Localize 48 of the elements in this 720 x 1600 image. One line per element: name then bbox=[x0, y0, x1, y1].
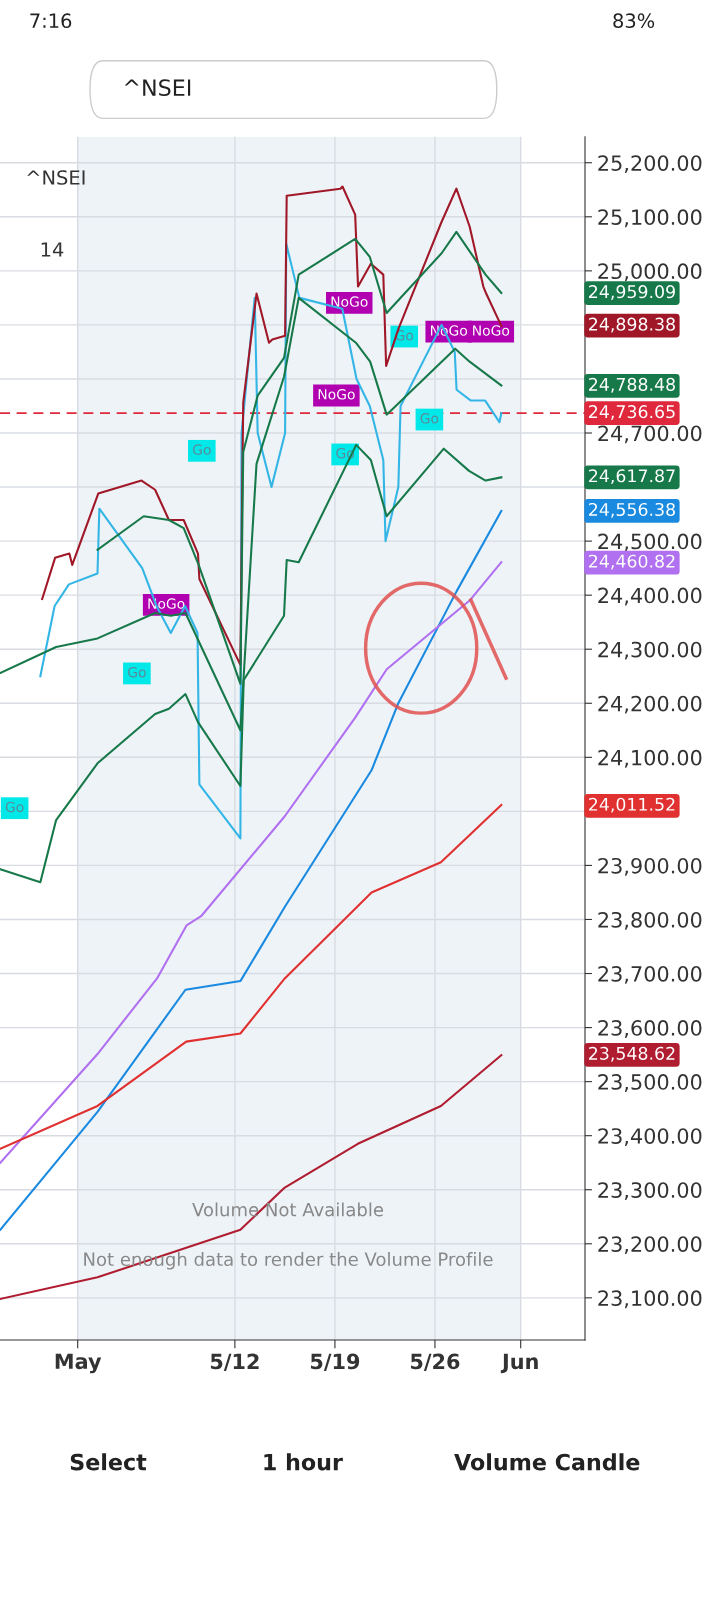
text: ^NSEI bbox=[27, 170, 85, 185]
y-tick-label: 24,700.00 bbox=[598, 425, 702, 444]
annotation: Go bbox=[192, 444, 211, 455]
y-tick-label: 23,900.00 bbox=[598, 857, 702, 876]
text: 24,617.87 bbox=[589, 469, 675, 485]
annotation: NoGo bbox=[318, 389, 355, 400]
y-tick-label: 24,300.00 bbox=[598, 641, 702, 660]
y-tick-label: 23,600.00 bbox=[598, 1020, 702, 1038]
y-tick-label: 23,800.00 bbox=[598, 911, 702, 930]
y-tick-label: 24,400.00 bbox=[598, 587, 702, 606]
y-tick-label: 23,200.00 bbox=[598, 1236, 702, 1255]
text: Volume Candle bbox=[454, 1453, 640, 1471]
y-tick-label: 24,200.00 bbox=[598, 695, 702, 714]
text: 24,788.48 bbox=[589, 377, 675, 393]
text: 1 hour bbox=[264, 1453, 343, 1471]
annotation: Volume Not Available bbox=[192, 1202, 384, 1217]
y-tick-label: 23,700.00 bbox=[598, 965, 702, 984]
text: 24,959.09 bbox=[589, 285, 675, 301]
y-tick-label: 25,100.00 bbox=[598, 209, 702, 228]
text: 23,548.62 bbox=[589, 1046, 675, 1062]
text: Select bbox=[70, 1453, 147, 1471]
ref-line-label: 24,736.65 bbox=[589, 405, 675, 420]
annotation: Go bbox=[420, 413, 439, 424]
y-tick-label: 24,100.00 bbox=[598, 749, 702, 768]
annotation: 14 bbox=[41, 242, 64, 257]
y-tick-label: 23,500.00 bbox=[598, 1074, 702, 1092]
text: 24,460.82 bbox=[589, 554, 675, 570]
y-tick-label: 23,100.00 bbox=[598, 1290, 702, 1309]
text: 83% bbox=[613, 13, 655, 29]
text: 7:16 bbox=[30, 13, 72, 29]
x-tick-label: 5/19 bbox=[310, 1353, 360, 1371]
text: 24,011.52 bbox=[589, 797, 675, 813]
annotation: NoGo bbox=[331, 296, 368, 307]
text: ^NSEI bbox=[124, 79, 191, 97]
x-tick-label: 5/12 bbox=[210, 1353, 259, 1371]
x-tick-label: Jun bbox=[500, 1353, 538, 1374]
y-tick-label: 24,500.00 bbox=[598, 533, 702, 552]
y-tick-label: 23,400.00 bbox=[598, 1128, 702, 1147]
annotation: Go bbox=[128, 666, 146, 678]
y-tick-label: 25,000.00 bbox=[598, 263, 702, 282]
annotation: NoGo bbox=[473, 325, 510, 336]
text: 24,898.38 bbox=[589, 317, 675, 333]
annotation: Go bbox=[5, 801, 24, 813]
x-tick-label: May bbox=[55, 1353, 102, 1374]
y-tick-label: 23,300.00 bbox=[598, 1182, 702, 1201]
y-tick-label: 25,200.00 bbox=[598, 155, 702, 174]
text: 24,556.38 bbox=[589, 502, 675, 518]
x-tick-label: 5/26 bbox=[411, 1353, 460, 1371]
